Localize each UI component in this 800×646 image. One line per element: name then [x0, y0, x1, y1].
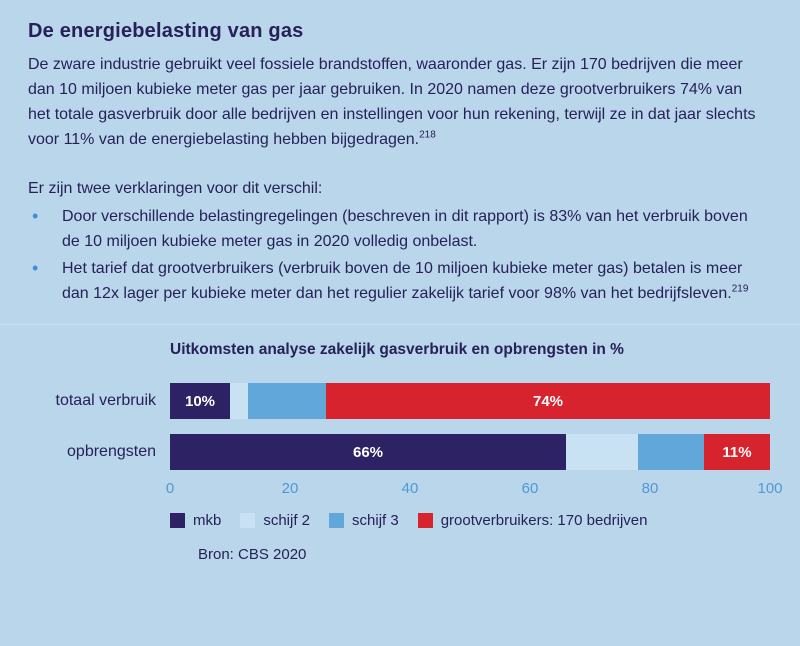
gas-usage-chart: Uitkomsten analyse zakelijk gasverbruik … [28, 341, 783, 563]
row-label-totaal-verbruik: totaal verbruik [55, 392, 157, 409]
chart-legend: mkb schijf 2 schijf 3 grootverbruikers: 170… [170, 512, 770, 529]
segment-value-label: 10% [184, 392, 216, 410]
section-divider [0, 324, 800, 325]
bullet-item-2: • Het tarief dat grootverbruikers (verbru… [28, 256, 766, 306]
x-tick-40: 40 [401, 480, 419, 497]
segment-value-label: 11% [722, 443, 752, 461]
chart-x-axis: 0 20 40 60 80 100 [166, 478, 783, 506]
x-tick-100: 100 [757, 480, 783, 497]
legend-item-mkb: mkb [170, 512, 221, 529]
x-tick-0: 0 [165, 480, 175, 497]
page-title: De energiebelasting van gas [28, 20, 304, 42]
x-tick-60: 60 [521, 480, 539, 497]
segment-schijf-2 [566, 434, 638, 470]
legend-swatch-schijf-3 [329, 513, 345, 528]
bullet-icon: • [32, 258, 39, 278]
stacked-bar-totaal-verbruik: 10% 74% [170, 383, 770, 419]
x-tick-20: 20 [281, 480, 299, 497]
chart-row-totaal-verbruik: totaal verbruik 10% 74% [28, 383, 770, 419]
segment-grootverbruikers-170-bedrijven: 11% [704, 434, 770, 470]
segment-value-label: 66% [352, 443, 384, 461]
chart-rows: totaal verbruik 10% 74% opbrengsten 66% 11% [28, 383, 770, 470]
footnote-ref-219: 219 [731, 283, 749, 295]
bullet-text: Het tarief dat grootverbruikers (verbrui… [62, 260, 743, 302]
segment-schijf-3 [248, 383, 326, 419]
bullet-text: Door verschillende belastingregelingen (… [62, 208, 748, 250]
legend-label: grootverbruikers: 170 bedrijven [440, 512, 648, 529]
chart-row-opbrengsten: opbrengsten 66% 11% [28, 434, 770, 470]
legend-label: mkb [193, 512, 222, 529]
footnote-ref-218: 218 [419, 129, 436, 141]
x-tick-80: 80 [641, 480, 659, 497]
legend-swatch-grootverbruikers-170-bedrijven [417, 513, 433, 528]
legend-label: schijf 2 [263, 512, 311, 529]
bullet-icon: • [32, 206, 39, 226]
legend-swatch-schijf-2 [240, 513, 256, 528]
segment-schijf-2 [230, 383, 248, 419]
row-label-opbrengsten: opbrengsten [67, 443, 156, 460]
chart-title: Uitkomsten analyse zakelijk gasverbruik … [170, 341, 624, 358]
segment-schijf-3 [638, 434, 704, 470]
segment-mkb: 66% [170, 434, 566, 470]
intro-paragraph-text: De zware industrie gebruikt veel fossiel… [28, 56, 756, 148]
legend-label: schijf 3 [352, 512, 399, 529]
bullet-list: • Door verschillende belastingregelingen … [28, 204, 766, 306]
bullet-item-1: • Door verschillende belastingregelingen … [28, 204, 766, 254]
legend-item-schijf-3: schijf 3 [329, 512, 399, 529]
segment-value-label: 74% [532, 392, 564, 410]
legend-item-schijf-2: schijf 2 [240, 512, 310, 529]
legend-item-grootverbruikers-170-bedrijven: grootverbruikers: 170 bedrijven [417, 512, 648, 529]
stacked-bar-opbrengsten: 66% 11% [170, 434, 770, 470]
segment-grootverbruikers-170-bedrijven: 74% [326, 383, 770, 419]
chart-source: Bron: CBS 2020 [198, 546, 307, 563]
segment-mkb: 10% [170, 383, 230, 419]
intro-paragraph: De zware industrie gebruikt veel fossiel… [28, 52, 766, 152]
legend-swatch-mkb [170, 513, 185, 528]
explanations-intro: Er zijn twee verklaringen voor dit versc… [28, 180, 323, 197]
